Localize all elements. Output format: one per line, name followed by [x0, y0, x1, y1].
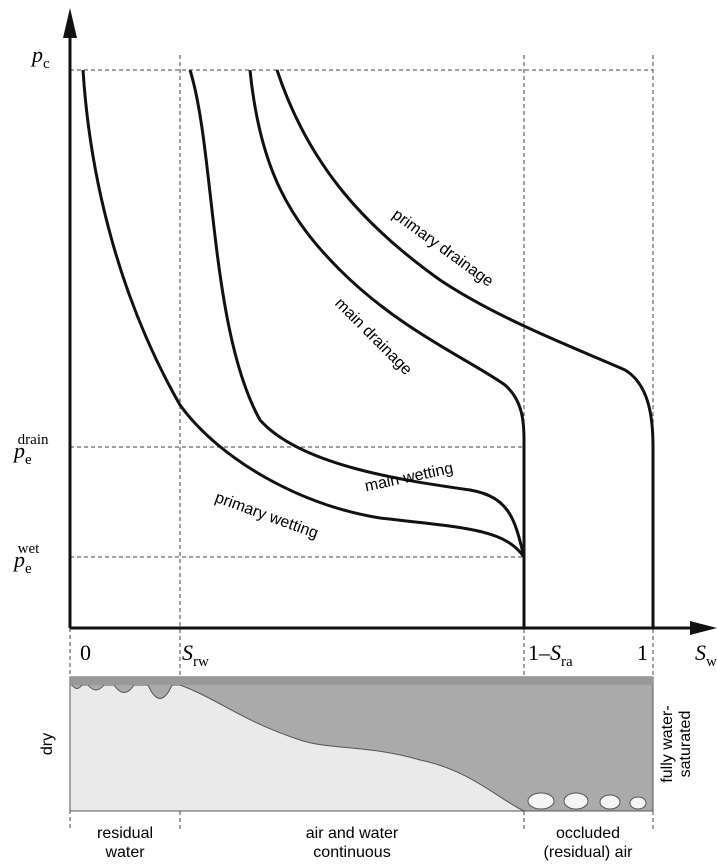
- symbol-label: pe wet: [12, 541, 40, 577]
- text-part: water: [104, 844, 145, 861]
- symbol-label: Srw: [182, 640, 209, 670]
- symbol-label: pc: [30, 42, 50, 72]
- text-part: residual: [97, 825, 153, 842]
- text-part: drain: [18, 432, 49, 448]
- text-part: S: [695, 640, 706, 665]
- symbol-label: 1–Sra: [528, 640, 573, 670]
- text-part: S: [182, 640, 193, 665]
- text-part: wet: [18, 541, 40, 557]
- text-part: w: [706, 654, 717, 670]
- panel-label: dry: [39, 733, 56, 755]
- zone-label: occluded (residual) air: [544, 825, 634, 861]
- zone-label: air and water continuous: [306, 825, 399, 861]
- text-part: air and water: [306, 825, 399, 842]
- axes: [63, 8, 717, 635]
- text-part: (residual) air: [544, 844, 634, 861]
- text-part: occluded: [556, 825, 620, 842]
- text-part: 0: [80, 640, 91, 665]
- symbol-label: 0: [80, 640, 91, 665]
- curve-label: main drainage: [331, 295, 415, 379]
- text-part: e: [25, 561, 32, 577]
- zone-label: residual water: [97, 825, 153, 861]
- text-part: S: [550, 640, 561, 665]
- text-part: p: [30, 42, 43, 67]
- text-part: e: [25, 452, 32, 468]
- text-part: 1: [637, 640, 648, 665]
- text-part: 1–: [528, 640, 551, 665]
- symbol-label: 1: [637, 640, 648, 665]
- bottom-panel: [69, 676, 654, 812]
- curves: [81, 69, 655, 628]
- curve-label: primary drainage: [389, 206, 496, 290]
- text-part: c: [43, 56, 50, 72]
- text-part: ra: [561, 654, 573, 670]
- text-part: continuous: [313, 844, 390, 861]
- text-part: p: [12, 438, 25, 463]
- curve-label: main wetting: [363, 460, 454, 495]
- text-part: rw: [193, 654, 209, 670]
- symbol-label: Sw: [695, 640, 717, 670]
- symbol-label: pe drain: [12, 432, 49, 468]
- text-part: fully water-: [659, 705, 676, 782]
- panel-label: fully water-saturated: [659, 705, 694, 782]
- text-part: saturated: [677, 711, 694, 778]
- text-part: p: [12, 547, 25, 572]
